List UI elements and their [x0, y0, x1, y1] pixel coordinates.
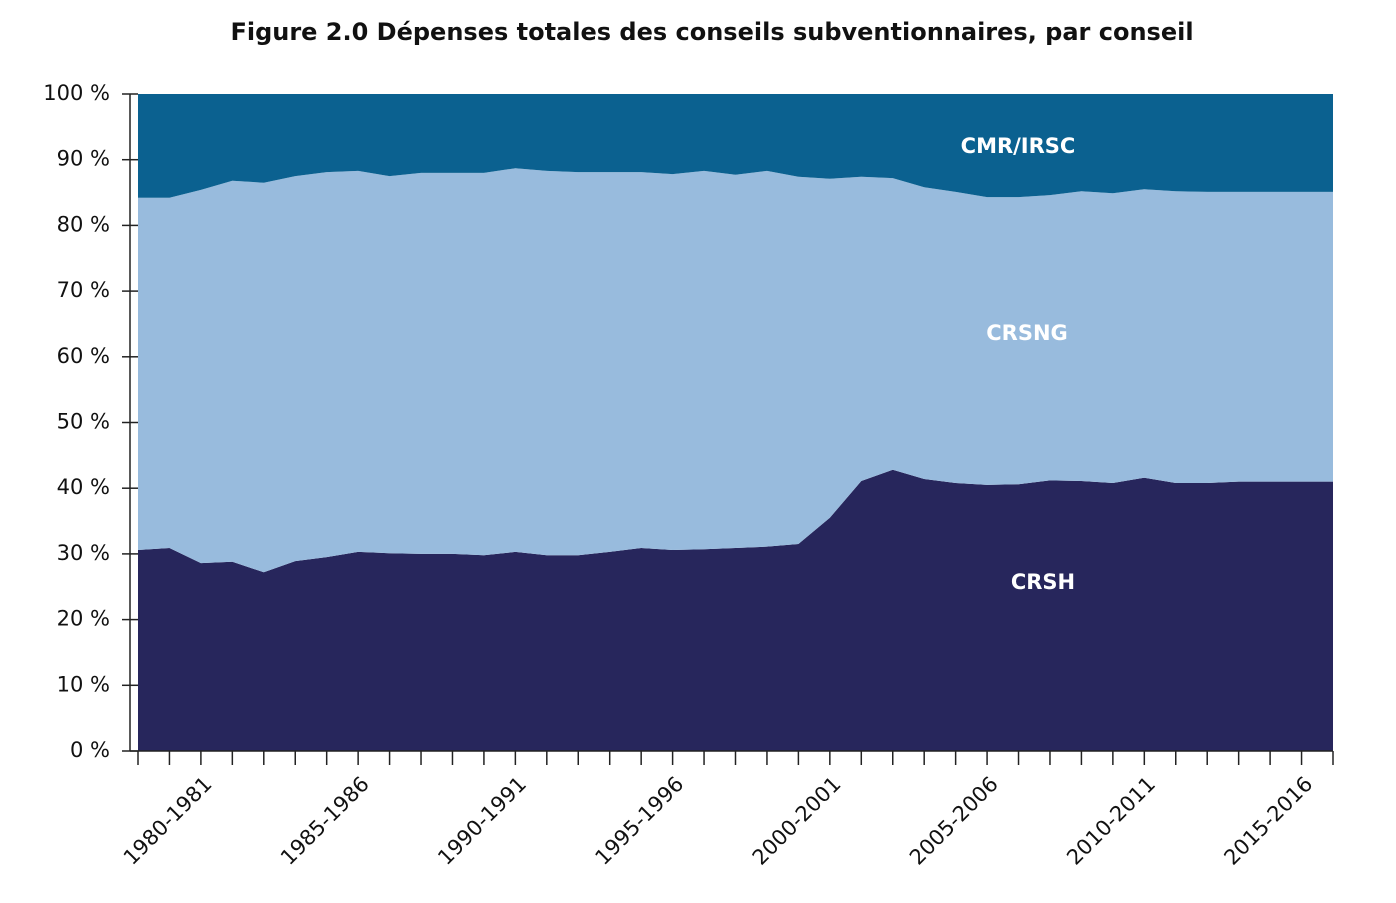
y-tick-label: 70 %	[57, 278, 110, 302]
y-tick-label: 10 %	[57, 672, 110, 696]
chart-title: Figure 2.0 Dépenses totales des conseils…	[230, 18, 1193, 46]
x-tick-label: 1980-1981	[119, 772, 217, 870]
x-tick-label: 2000-2001	[748, 772, 846, 870]
area	[138, 168, 1333, 573]
series-label: CMR/IRSC	[961, 134, 1076, 158]
y-tick-label: 50 %	[57, 410, 110, 434]
area	[138, 469, 1333, 751]
y-tick-label: 0 %	[70, 738, 110, 762]
y-tick-label: 30 %	[57, 541, 110, 565]
x-tick-label: 2005-2006	[905, 772, 1003, 870]
series-label: CRSNG	[986, 321, 1068, 345]
y-tick-label: 80 %	[57, 212, 110, 236]
y-tick-label: 90 %	[57, 147, 110, 171]
y-tick-label: 100 %	[43, 81, 110, 105]
series-label: CRSH	[1011, 570, 1075, 594]
y-tick-label: 20 %	[57, 607, 110, 631]
x-tick-label: 1985-1986	[276, 772, 374, 870]
x-tick-label: 1995-1996	[590, 772, 688, 870]
x-tick-label: 2015-2016	[1219, 772, 1317, 870]
area	[138, 94, 1333, 198]
y-tick-label: 40 %	[57, 475, 110, 499]
x-tick-label: 1990-1991	[433, 772, 531, 870]
y-tick-label: 60 %	[57, 344, 110, 368]
x-tick-label: 2010-2011	[1062, 772, 1160, 870]
